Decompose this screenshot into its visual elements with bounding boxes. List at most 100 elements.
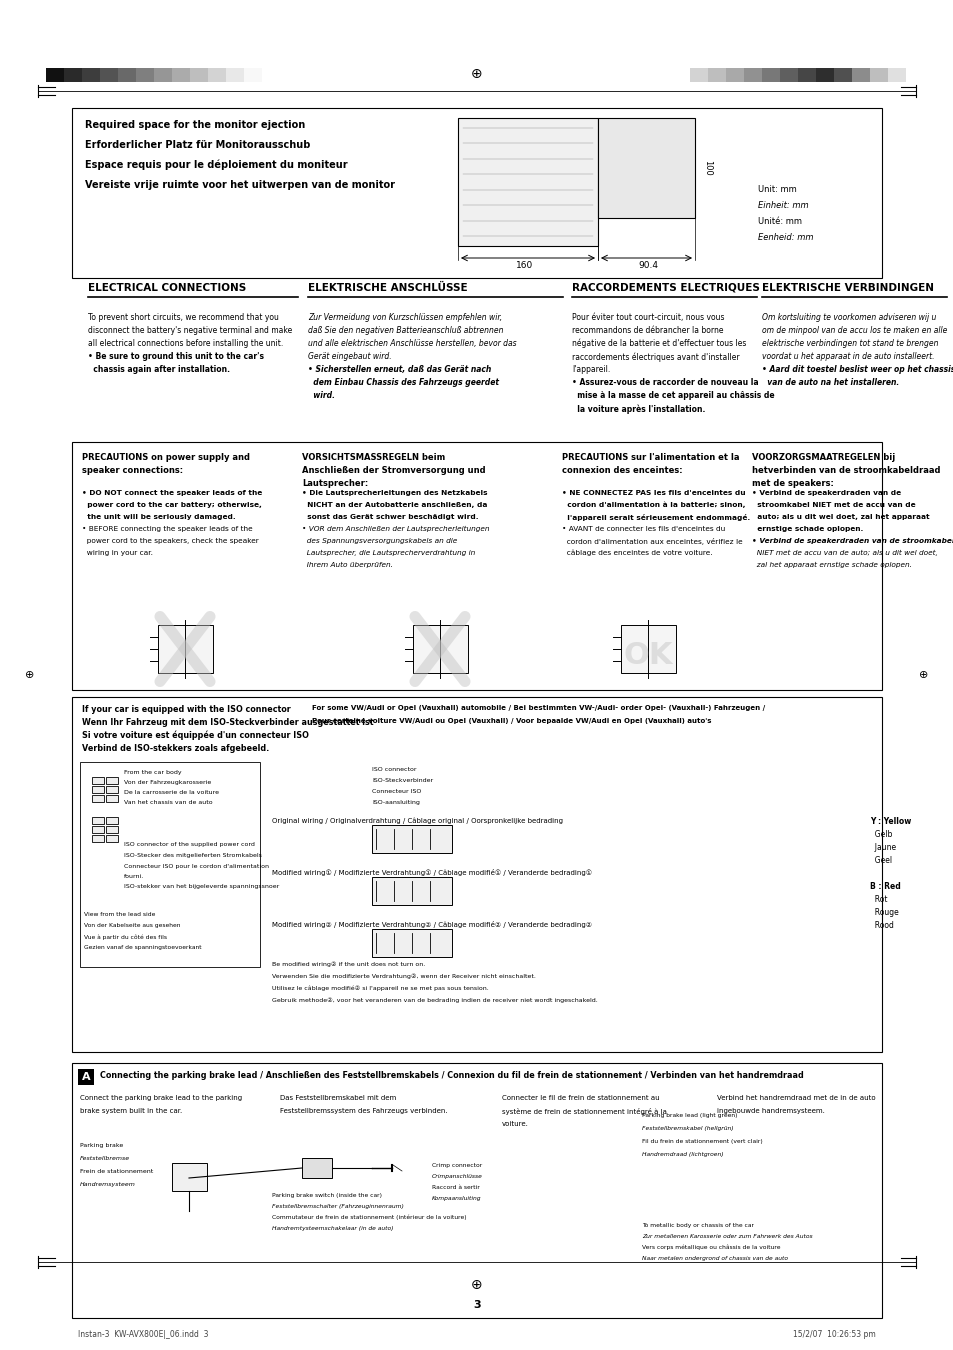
Bar bbox=[106, 795, 118, 802]
Bar bbox=[91, 826, 104, 833]
Text: daß Sie den negativen Batterieanschluß abtrennen: daß Sie den negativen Batterieanschluß a… bbox=[308, 325, 503, 335]
Text: sonst das Gerät schwer beschädigt wird.: sonst das Gerät schwer beschädigt wird. bbox=[302, 514, 478, 520]
Bar bbox=[71, 108, 882, 278]
Text: Von der Fahrzeugkarosserie: Von der Fahrzeugkarosserie bbox=[124, 780, 211, 784]
Bar bbox=[100, 68, 118, 82]
Text: Vers corps métallique ou châssis de la voiture: Vers corps métallique ou châssis de la v… bbox=[641, 1245, 780, 1250]
Text: ISO-Steckverbinder: ISO-Steckverbinder bbox=[372, 778, 433, 783]
Text: Feststellbremschalter (Fahrzeuginnenraum): Feststellbremschalter (Fahrzeuginnenraum… bbox=[272, 1204, 403, 1210]
Text: 90.4: 90.4 bbox=[638, 261, 658, 270]
Text: Connect the parking brake lead to the parking: Connect the parking brake lead to the pa… bbox=[80, 1095, 242, 1102]
Text: ⊕: ⊕ bbox=[26, 670, 34, 680]
Text: Om kortsluiting te voorkomen adviseren wij u: Om kortsluiting te voorkomen adviseren w… bbox=[761, 313, 936, 323]
Bar bbox=[743, 68, 761, 82]
Text: Connecting the parking brake lead / Anschließen des Feststellbremskabels / Conne: Connecting the parking brake lead / Ansc… bbox=[100, 1071, 803, 1080]
Text: If your car is equipped with the ISO connector: If your car is equipped with the ISO con… bbox=[82, 705, 291, 714]
Text: ingebouwde handremsysteem.: ingebouwde handremsysteem. bbox=[717, 1108, 824, 1114]
Text: Parking brake: Parking brake bbox=[80, 1143, 123, 1148]
Text: the unit will be seriously damaged.: the unit will be seriously damaged. bbox=[82, 514, 235, 520]
Bar bbox=[761, 68, 780, 82]
Text: Gerät eingebaut wird.: Gerät eingebaut wird. bbox=[308, 352, 392, 360]
Text: Crimp connector: Crimp connector bbox=[432, 1162, 482, 1168]
Text: all electrical connections before installing the unit.: all electrical connections before instal… bbox=[88, 339, 283, 348]
Text: PRECAUTIONS sur l'alimentation et la: PRECAUTIONS sur l'alimentation et la bbox=[561, 454, 739, 462]
Text: Das Feststellbremskabel mit dem: Das Feststellbremskabel mit dem bbox=[280, 1095, 395, 1102]
Text: und alle elektrischen Anschlüsse herstellen, bevor das: und alle elektrischen Anschlüsse herstel… bbox=[308, 339, 517, 348]
Text: cordon d'alimentation aux enceintes, vérifiez le: cordon d'alimentation aux enceintes, vér… bbox=[561, 539, 741, 545]
Text: la voiture après l'installation.: la voiture après l'installation. bbox=[572, 404, 704, 413]
Text: disconnect the battery's negative terminal and make: disconnect the battery's negative termin… bbox=[88, 325, 292, 335]
Text: voordat u het apparaat in de auto installeert.: voordat u het apparaat in de auto instal… bbox=[761, 352, 934, 360]
Bar bbox=[851, 68, 869, 82]
Text: 100: 100 bbox=[702, 161, 711, 176]
Text: ⊕: ⊕ bbox=[471, 1278, 482, 1292]
Text: ELECTRICAL CONNECTIONS: ELECTRICAL CONNECTIONS bbox=[88, 284, 246, 293]
Text: • Sicherstellen erneut, daß das Gerät nach: • Sicherstellen erneut, daß das Gerät na… bbox=[308, 364, 491, 374]
Text: ernstige schade oplopen.: ernstige schade oplopen. bbox=[751, 526, 862, 532]
Text: Handremsysteem: Handremsysteem bbox=[80, 1183, 135, 1187]
Text: connexion des enceintes:: connexion des enceintes: bbox=[561, 466, 682, 475]
Text: View from the lead side: View from the lead side bbox=[84, 913, 155, 917]
Text: Feststellbremse: Feststellbremse bbox=[80, 1156, 130, 1161]
Text: Lautsprecher:: Lautsprecher: bbox=[302, 479, 368, 487]
Text: Vereiste vrije ruimte voor het uitwerpen van de monitor: Vereiste vrije ruimte voor het uitwerpen… bbox=[85, 180, 395, 190]
Bar bbox=[91, 817, 104, 824]
Text: Fil du frein de stationnement (vert clair): Fil du frein de stationnement (vert clai… bbox=[641, 1139, 762, 1143]
Text: NIET met de accu van de auto; als u dit wel doet,: NIET met de accu van de auto; als u dit … bbox=[751, 549, 937, 556]
Text: Eenheid: mm: Eenheid: mm bbox=[758, 234, 813, 242]
Text: van de auto na het installeren.: van de auto na het installeren. bbox=[761, 378, 899, 387]
Text: • VOR dem Anschließen der Lautsprecherleitungen: • VOR dem Anschließen der Lautsprecherle… bbox=[302, 526, 489, 532]
Text: ISO connector: ISO connector bbox=[372, 767, 416, 772]
Text: Connecteur ISO pour le cordon d'alimentation: Connecteur ISO pour le cordon d'alimenta… bbox=[124, 864, 269, 869]
Bar bbox=[689, 68, 707, 82]
Text: Ihrem Auto überprüfen.: Ihrem Auto überprüfen. bbox=[302, 562, 393, 568]
Bar bbox=[208, 68, 226, 82]
Text: auto; als u dit wel doet, zal het apparaat: auto; als u dit wel doet, zal het appara… bbox=[751, 514, 928, 520]
Bar bbox=[136, 68, 153, 82]
Text: • BEFORE connecting the speaker leads of the: • BEFORE connecting the speaker leads of… bbox=[82, 526, 253, 532]
Bar bbox=[91, 778, 104, 784]
Text: • Verbind de speakerdraden van de: • Verbind de speakerdraden van de bbox=[751, 490, 901, 495]
Bar bbox=[887, 68, 905, 82]
Text: 160: 160 bbox=[516, 261, 533, 270]
Text: Einheit: mm: Einheit: mm bbox=[758, 201, 808, 211]
Text: des Spannungsversorgungskabels an die: des Spannungsversorgungskabels an die bbox=[302, 539, 456, 544]
Bar bbox=[46, 68, 64, 82]
Bar bbox=[780, 68, 797, 82]
Bar bbox=[106, 826, 118, 833]
Text: Instan-3  KW-AVX800E|_06.indd  3: Instan-3 KW-AVX800E|_06.indd 3 bbox=[78, 1330, 209, 1339]
Text: om de minpool van de accu los te maken en alle: om de minpool van de accu los te maken e… bbox=[761, 325, 946, 335]
Text: met de speakers:: met de speakers: bbox=[751, 479, 833, 487]
Text: négative de la batterie et d'effectuer tous les: négative de la batterie et d'effectuer t… bbox=[572, 339, 745, 348]
Text: cordon d'alimentation à la batterie; sinon,: cordon d'alimentation à la batterie; sin… bbox=[561, 502, 744, 509]
Text: power cord to the car battery; otherwise,: power cord to the car battery; otherwise… bbox=[82, 502, 262, 508]
Bar bbox=[91, 786, 104, 792]
Bar bbox=[64, 68, 82, 82]
Bar bbox=[797, 68, 815, 82]
Text: Rood: Rood bbox=[869, 921, 893, 930]
Text: Utilisez le câblage modifié② si l'appareil ne se met pas sous tension.: Utilisez le câblage modifié② si l'appare… bbox=[272, 986, 488, 991]
Text: Si votre voiture est équippée d'un connecteur ISO: Si votre voiture est équippée d'un conne… bbox=[82, 730, 309, 741]
Bar bbox=[302, 1158, 332, 1179]
Bar bbox=[413, 625, 468, 674]
Bar bbox=[620, 625, 676, 674]
Text: ⊕: ⊕ bbox=[471, 68, 482, 81]
Text: B : Red: B : Red bbox=[869, 882, 900, 891]
Bar bbox=[869, 68, 887, 82]
Text: Required space for the monitor ejection: Required space for the monitor ejection bbox=[85, 120, 305, 130]
Bar bbox=[106, 836, 118, 842]
Bar bbox=[372, 825, 452, 853]
Text: Modified wiring① / Modifizierte Verdrahtung① / Câblage modifié① / Veranderde bed: Modified wiring① / Modifizierte Verdraht… bbox=[272, 869, 592, 876]
Text: Gezien vanaf de spanningstoevoerkant: Gezien vanaf de spanningstoevoerkant bbox=[84, 945, 201, 950]
Bar bbox=[172, 1162, 207, 1191]
Text: Zur metallenen Karosserie oder zum Fahrwerk des Autos: Zur metallenen Karosserie oder zum Fahrw… bbox=[641, 1234, 812, 1239]
Text: From the car body: From the car body bbox=[124, 769, 181, 775]
Text: power cord to the speakers, check the speaker: power cord to the speakers, check the sp… bbox=[82, 539, 258, 544]
Bar bbox=[91, 795, 104, 802]
Bar bbox=[153, 68, 172, 82]
Text: Anschließen der Stromversorgung und: Anschließen der Stromversorgung und bbox=[302, 466, 485, 475]
Text: Connecteur ISO: Connecteur ISO bbox=[372, 788, 421, 794]
Text: Connecter le fil de frein de stationnement au: Connecter le fil de frein de stationneme… bbox=[501, 1095, 659, 1102]
Text: Geel: Geel bbox=[869, 856, 891, 865]
Text: Pour éviter tout court-circuit, nous vous: Pour éviter tout court-circuit, nous vou… bbox=[572, 313, 723, 323]
